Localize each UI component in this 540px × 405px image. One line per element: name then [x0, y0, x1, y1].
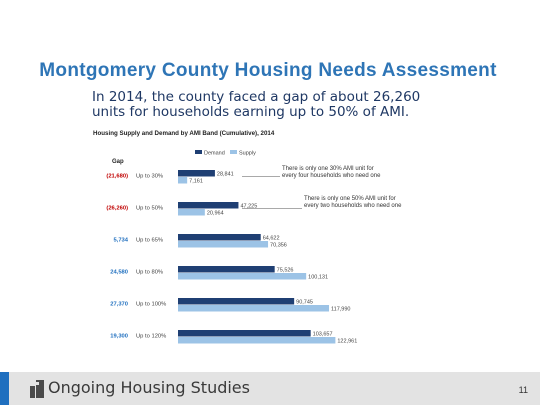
category-label: Up to 100%	[136, 302, 166, 308]
supply-bar	[178, 177, 188, 184]
demand-data-label: 47,225	[240, 204, 257, 210]
demand-data-label: 28,841	[217, 172, 234, 178]
slide-title: Montgomery County Housing Needs Assessme…	[39, 60, 497, 81]
supply-data-label: 7,161	[189, 179, 203, 185]
supply-bar	[178, 241, 269, 248]
legend-demand-swatch	[195, 150, 202, 154]
footer-bar: Ongoing Housing Studies 11	[0, 372, 540, 405]
supply-data-label: 20,964	[207, 211, 224, 217]
demand-bar	[178, 266, 275, 273]
gap-value: (21,680)	[106, 174, 128, 180]
demand-data-label: 64,622	[263, 236, 280, 242]
footer-accent	[0, 372, 9, 405]
footer-text: Ongoing Housing Studies	[48, 378, 250, 397]
gap-header: Gap	[112, 159, 124, 165]
supply-bar	[178, 337, 336, 344]
gap-value: (26,260)	[106, 206, 128, 212]
legend-supply-swatch	[230, 150, 237, 154]
gap-value: 19,300	[110, 334, 128, 340]
demand-bar	[178, 170, 215, 177]
demand-data-label: 103,657	[313, 332, 333, 338]
annotation-text: There is only one 50% AMI unit for every …	[304, 196, 402, 209]
category-label: Up to 80%	[136, 270, 163, 276]
supply-data-label: 100,131	[308, 275, 328, 281]
category-label: Up to 50%	[136, 206, 163, 212]
supply-data-label: 117,990	[331, 307, 350, 313]
legend-supply-label: Supply	[239, 151, 256, 157]
page-number: 11	[518, 385, 528, 395]
demand-data-label: 90,745	[296, 300, 313, 306]
logo-icon	[30, 380, 44, 398]
bar-chart: Housing Supply and Demand by AMI Band (C…	[93, 130, 402, 345]
gap-value: 24,580	[110, 270, 128, 276]
demand-bar	[178, 298, 295, 305]
category-label: Up to 30%	[136, 174, 163, 180]
annotation-text: There is only one 30% AMI unit for every …	[282, 166, 381, 179]
supply-data-label: 122,961	[337, 339, 357, 345]
supply-bar	[178, 305, 330, 312]
category-label: Up to 120%	[136, 334, 166, 340]
chart-image: In 2014, the county faced a gap of about…	[92, 90, 452, 370]
supply-data-label: 70,356	[270, 243, 287, 249]
demand-bar	[178, 234, 261, 241]
supply-bar	[178, 273, 307, 280]
demand-data-label: 75,526	[277, 268, 294, 274]
supply-bar	[178, 209, 205, 216]
gap-value: 27,370	[110, 302, 128, 308]
chart-title: Housing Supply and Demand by AMI Band (C…	[93, 130, 275, 137]
legend-demand-label: Demand	[204, 151, 225, 157]
headline: In 2014, the county faced a gap of about…	[92, 89, 421, 120]
demand-bar	[178, 330, 311, 337]
category-label: Up to 65%	[136, 238, 163, 244]
demand-bar	[178, 202, 239, 209]
gap-value: 5,734	[113, 238, 128, 244]
